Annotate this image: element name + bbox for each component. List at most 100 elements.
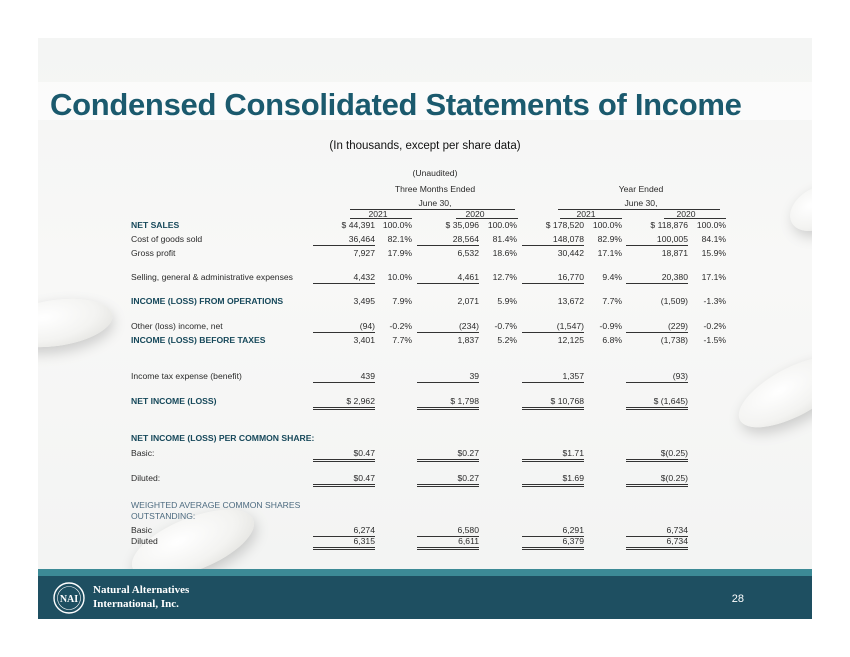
cell-tax-c4: (93) bbox=[672, 371, 688, 381]
header-2021-three-months: 2021 bbox=[368, 209, 388, 219]
double-underline-diluted-c1 bbox=[313, 486, 375, 487]
double-underline-net-c1 bbox=[313, 409, 375, 410]
cell-wa-basic-c3: 6,291 bbox=[562, 525, 584, 535]
row-label-eps-basic: Basic: bbox=[131, 448, 155, 458]
cell-ops-c1: 3,495 bbox=[353, 296, 375, 306]
header-unaudited: (Unaudited) bbox=[412, 168, 458, 178]
page-subtitle: (In thousands, except per share data) bbox=[329, 140, 521, 152]
cell-cogs-c4: 100,005 bbox=[656, 234, 688, 244]
row-label-net-sales: NET SALES bbox=[131, 220, 180, 230]
underline-basic-c3 bbox=[522, 459, 584, 460]
slide: Condensed Consolidated Statements of Inc… bbox=[38, 38, 812, 619]
cell-basic-c4: $(0.25) bbox=[660, 448, 688, 458]
underline-diluted-c4 bbox=[626, 484, 688, 485]
cell-net-sales-c4: $ 118,876 bbox=[650, 220, 688, 230]
row-label-gross-profit: Gross profit bbox=[131, 248, 176, 258]
cell-other-c2: (234) bbox=[458, 321, 479, 331]
row-label-eps-diluted: Diluted: bbox=[131, 473, 161, 483]
underline-basic-c4 bbox=[626, 459, 688, 460]
cell-net-sales-c1: $ 44,391 bbox=[341, 220, 375, 230]
cell-pretax-p4: -1.5% bbox=[703, 335, 726, 345]
double-underline-basic-c1 bbox=[313, 461, 375, 462]
cell-diluted-c3: $1.69 bbox=[562, 473, 584, 483]
underline-tax-c1 bbox=[313, 382, 375, 383]
cell-cogs-p1: 82.1% bbox=[387, 234, 412, 244]
company-name-line1: Natural Alternatives bbox=[93, 584, 190, 596]
double-underline-net-c4 bbox=[626, 409, 688, 410]
pill-left-image bbox=[38, 292, 116, 354]
cell-cogs-c2: 28,564 bbox=[452, 234, 479, 244]
cell-sga-c4: 20,380 bbox=[661, 272, 688, 282]
header-underline-year bbox=[558, 209, 720, 210]
underline-wa-diluted-c1 bbox=[313, 547, 375, 548]
row-label-cogs: Cost of goods sold bbox=[131, 234, 203, 244]
cell-other-c3: (1,547) bbox=[556, 321, 584, 331]
row-label-wa-diluted: Diluted bbox=[131, 536, 158, 546]
cell-sga-c1: 4,432 bbox=[353, 272, 375, 282]
cell-ops-p2: 5.9% bbox=[497, 296, 517, 306]
nai-logo-icon: NAI bbox=[53, 582, 85, 614]
underline-net-c2 bbox=[417, 407, 479, 408]
double-underline-wa-diluted-c1 bbox=[313, 549, 375, 550]
header-underline-three-months bbox=[350, 209, 515, 210]
cell-net-sales-c2: $ 35,096 bbox=[445, 220, 479, 230]
underline-wa-basic-c3 bbox=[522, 536, 584, 537]
cell-sga-c3: 16,770 bbox=[557, 272, 584, 282]
cell-ops-p1: 7.9% bbox=[392, 296, 412, 306]
row-label-weighted-average: WEIGHTED AVERAGE COMMON SHARES bbox=[131, 500, 301, 510]
year-underline-1 bbox=[350, 218, 412, 219]
cell-net-c1: $ 2,962 bbox=[346, 396, 375, 406]
cell-pretax-c2: 1,837 bbox=[457, 335, 479, 345]
double-underline-diluted-c3 bbox=[522, 486, 584, 487]
row-label-other: Other (loss) income, net bbox=[131, 321, 223, 331]
cell-net-c4: $ (1,645) bbox=[653, 396, 688, 406]
header-2020-three-months: 2020 bbox=[465, 209, 485, 219]
underline-sga-c4 bbox=[626, 283, 688, 284]
underline-sga-c3 bbox=[522, 283, 584, 284]
header-2020-year: 2020 bbox=[676, 209, 696, 219]
cell-gross-c1: 7,927 bbox=[353, 248, 375, 258]
cell-ops-p4: -1.3% bbox=[703, 296, 726, 306]
underline-wa-basic-c4 bbox=[626, 536, 688, 537]
cell-tax-c3: 1,357 bbox=[562, 371, 584, 381]
row-label-operations: INCOME (LOSS) FROM OPERATIONS bbox=[131, 296, 284, 306]
underline-cogs-c4 bbox=[626, 245, 688, 246]
cell-sga-p1: 10.0% bbox=[387, 272, 412, 282]
underline-sga-c1 bbox=[313, 283, 375, 284]
cell-pretax-p3: 6.8% bbox=[602, 335, 622, 345]
cell-basic-c2: $0.27 bbox=[457, 448, 479, 458]
double-underline-wa-diluted-c3 bbox=[522, 549, 584, 550]
cell-tax-c1: 439 bbox=[360, 371, 375, 381]
cell-ops-p3: 7.7% bbox=[602, 296, 622, 306]
cell-sga-c2: 4,461 bbox=[457, 272, 479, 282]
cell-net-sales-p3: 100.0% bbox=[592, 220, 622, 230]
cell-ops-c3: 13,672 bbox=[557, 296, 584, 306]
cell-other-c1: (94) bbox=[359, 321, 375, 331]
cell-cogs-c3: 148,078 bbox=[552, 234, 584, 244]
cell-wa-diluted-c3: 6,379 bbox=[562, 536, 584, 546]
cell-wa-diluted-c2: 6,611 bbox=[458, 536, 479, 546]
cell-cogs-p4: 84.1% bbox=[701, 234, 726, 244]
cell-tax-c2: 39 bbox=[469, 371, 479, 381]
cell-net-sales-p4: 100.0% bbox=[696, 220, 726, 230]
header-year-ended: Year Ended bbox=[618, 184, 664, 194]
cell-net-sales-c3: $ 178,520 bbox=[545, 220, 584, 230]
cell-gross-c2: 6,532 bbox=[457, 248, 479, 258]
cell-basic-c3: $1.71 bbox=[562, 448, 584, 458]
underline-other-c3 bbox=[522, 332, 584, 333]
underline-tax-c2 bbox=[417, 382, 479, 383]
double-underline-basic-c3 bbox=[522, 461, 584, 462]
cell-cogs-c1: 36,464 bbox=[348, 234, 375, 244]
cell-net-sales-p2: 100.0% bbox=[487, 220, 517, 230]
cell-basic-c1: $0.47 bbox=[353, 448, 375, 458]
underline-tax-c4 bbox=[626, 382, 688, 383]
cell-gross-p1: 17.9% bbox=[387, 248, 412, 258]
company-name: Natural Alternatives International, Inc. bbox=[93, 583, 189, 611]
cell-wa-basic-c4: 6,734 bbox=[666, 525, 688, 535]
cell-other-p3: -0.9% bbox=[599, 321, 622, 331]
cell-other-c4: (229) bbox=[667, 321, 688, 331]
row-label-wa-basic: Basic bbox=[131, 525, 153, 535]
underline-tax-c3 bbox=[522, 382, 584, 383]
underline-other-c2 bbox=[417, 332, 479, 333]
year-underline-4 bbox=[664, 218, 726, 219]
